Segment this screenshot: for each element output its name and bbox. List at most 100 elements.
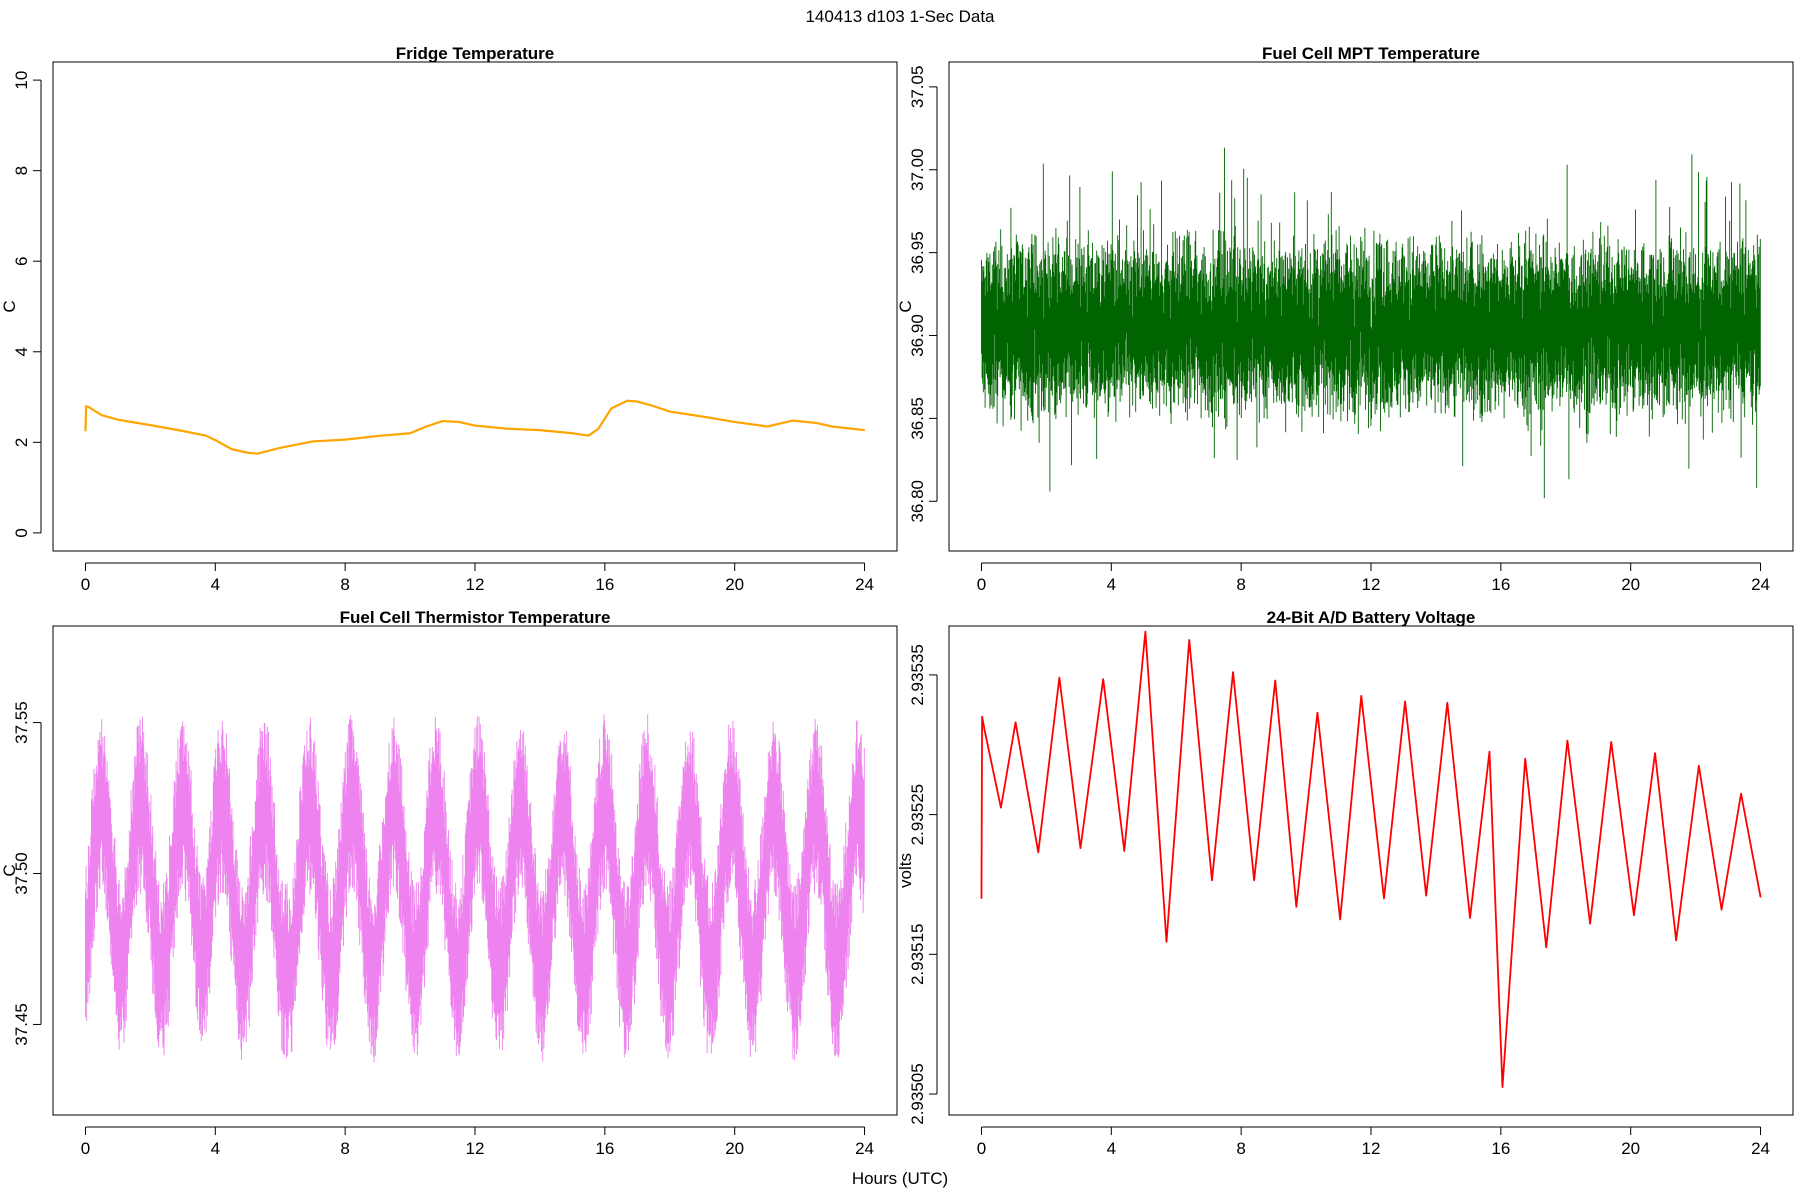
y-tick-label: 2.93515 [908, 924, 927, 985]
x-tick-label: 4 [1107, 1139, 1116, 1158]
x-tick-label: 16 [1491, 575, 1510, 594]
data-point [701, 415, 703, 418]
data-point [792, 420, 794, 422]
series-band [85, 714, 865, 1062]
data-point [1720, 909, 1723, 911]
data-point [1037, 851, 1039, 853]
data-point [377, 435, 379, 437]
data-point [1675, 939, 1677, 941]
data-point [831, 425, 833, 428]
y-tick-label: 36.90 [908, 314, 927, 357]
data-point [214, 439, 216, 441]
y-tick-label: 36.95 [908, 231, 927, 274]
data-point [1253, 879, 1255, 881]
data-point [571, 432, 573, 434]
x-axis: 0 4 8 12 16 20 24 [81, 1126, 874, 1158]
chart-title: 24-Bit A/D Battery Voltage [1267, 608, 1476, 627]
data-point [1524, 758, 1526, 760]
y-tick-label: 2 [12, 438, 31, 447]
series-line [980, 630, 1762, 1088]
data-point [1165, 941, 1168, 943]
data-point [1014, 721, 1017, 724]
y-axis: 0 2 4 6 8 10 [12, 71, 42, 538]
x-tick-label: 24 [1751, 575, 1770, 594]
data-point [247, 452, 249, 454]
x-tick-label: 0 [977, 1139, 986, 1158]
data-point [1740, 793, 1742, 795]
x-tick-label: 24 [855, 1139, 874, 1158]
x-tick-label: 12 [466, 1139, 485, 1158]
x-tick-label: 20 [725, 1139, 744, 1158]
y-axis: 2.93505 2.93515 2.93525 2.93535 [908, 644, 938, 1125]
data-point [863, 429, 866, 431]
data-point [409, 432, 411, 434]
data-point [344, 439, 346, 441]
data-point [734, 421, 736, 423]
y-tick-label: 37.00 [908, 148, 927, 191]
x-tick-label: 0 [81, 1139, 90, 1158]
data-point [474, 424, 476, 427]
data-point [1566, 739, 1568, 742]
y-tick-label: 37.45 [12, 1003, 31, 1046]
data-point [1058, 677, 1060, 679]
data-point [1633, 914, 1635, 916]
y-axis-label: C [896, 300, 915, 312]
y-tick-label: 37.05 [908, 66, 927, 109]
data-point [441, 420, 444, 422]
data-point [1404, 700, 1406, 703]
data-point [1501, 1086, 1504, 1088]
data-point [1446, 702, 1448, 704]
data-point [652, 405, 655, 407]
data-point [149, 424, 151, 426]
panel-fuel-cell-thermistor-temperature: Fuel Cell Thermistor Temperature C 0 4 8 12 16… [0, 608, 898, 1158]
data-point [230, 448, 233, 450]
data-point [669, 410, 671, 413]
data-point [1144, 630, 1146, 633]
x-tick-label: 20 [1621, 1139, 1640, 1158]
x-tick-label: 8 [1236, 575, 1245, 594]
y-tick-label: 4 [12, 347, 31, 356]
x-tick-label: 8 [1236, 1139, 1245, 1158]
data-point [204, 434, 207, 437]
y-tick-label: 37.55 [12, 701, 31, 744]
x-axis: 0 4 8 12 16 20 24 [81, 562, 874, 594]
data-point [539, 429, 541, 431]
plot-frame [948, 625, 1794, 1116]
x-tick-label: 0 [977, 575, 986, 594]
data-point [1589, 922, 1591, 925]
y-tick-label: 8 [12, 166, 31, 175]
y-tick-label: 6 [12, 256, 31, 265]
data-series [84, 399, 866, 455]
data-point [766, 425, 768, 428]
data-point [1654, 752, 1656, 754]
x-tick-label: 8 [340, 1139, 349, 1158]
chart-title: Fridge Temperature [396, 44, 554, 63]
y-tick-label: 0 [12, 528, 31, 537]
data-point [636, 400, 638, 403]
y-axis-label: C [0, 300, 19, 312]
chart-title: Fuel Cell Thermistor Temperature [340, 608, 611, 627]
y-axis: 37.45 37.50 37.55 [12, 701, 42, 1046]
data-point [1759, 896, 1762, 898]
data-point [981, 716, 983, 718]
data-point [1232, 671, 1234, 673]
data-point [984, 730, 986, 732]
data-point [1274, 679, 1276, 682]
data-point [1545, 946, 1547, 948]
data-point [1360, 695, 1362, 697]
x-axis: 0 4 8 12 16 20 24 [977, 1126, 1770, 1158]
data-point [1295, 906, 1297, 908]
data-point [588, 434, 590, 437]
data-point [88, 406, 90, 408]
y-tick-label: 2.93505 [908, 1063, 927, 1124]
data-point [101, 414, 103, 416]
data-point [815, 422, 817, 424]
x-tick-label: 24 [1751, 1139, 1770, 1158]
data-point [610, 407, 612, 409]
y-tick-label: 2.93535 [908, 644, 927, 705]
data-point [1316, 712, 1319, 714]
data-point [1469, 917, 1471, 919]
y-axis-label: volts [896, 853, 915, 888]
